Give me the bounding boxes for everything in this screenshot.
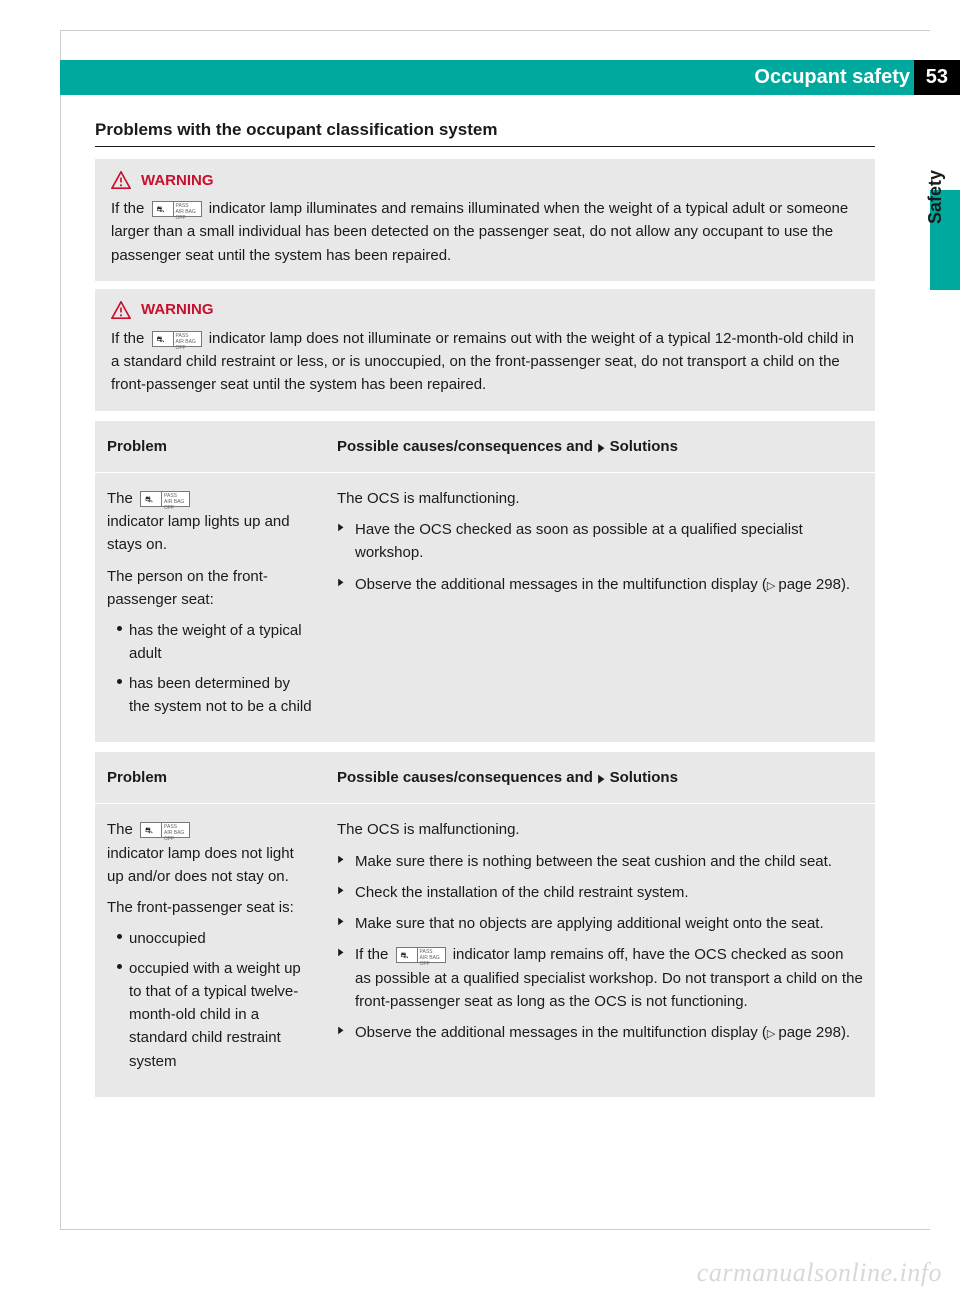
list-item: Have the OCS checked as soon as possible… — [337, 518, 863, 565]
table-header-row: Problem Possible causes/consequences and… — [95, 752, 875, 804]
action-list: Make sure there is nothing between the s… — [337, 850, 863, 1045]
header-bar: Occupant safety 53 — [60, 60, 960, 95]
troubleshoot-table: Problem Possible causes/consequences and… — [95, 421, 875, 743]
warning-box: WARNING If the ⛐PASSAIR BAG OFF indicato… — [95, 289, 875, 411]
warning-triangle-icon — [111, 171, 131, 189]
problem-cell: The ⛐PASSAIR BAG OFF indicator lamp ligh… — [95, 473, 325, 742]
list-item: Check the installation of the child rest… — [337, 881, 863, 904]
warning-label: WARNING — [141, 301, 214, 318]
problem-bullets: unoccupied occupied with a weight up to … — [107, 927, 313, 1073]
page-ref: page 298 — [767, 576, 841, 593]
page-number: 53 — [914, 60, 960, 95]
table-row: The ⛐PASSAIR BAG OFF indicator lamp does… — [95, 804, 875, 1097]
page-ref: page 298 — [767, 1024, 841, 1041]
warning-box: WARNING If the ⛐PASSAIR BAG OFF indicato… — [95, 159, 875, 281]
header-section-title: Occupant safety — [754, 66, 910, 89]
side-tab-label: Safety — [925, 170, 946, 224]
problem-bullets: has the weight of a typical adult has be… — [107, 619, 313, 718]
list-item: Observe the additional messages in the m… — [337, 573, 863, 596]
list-item: Make sure that no objects are applying a… — [337, 912, 863, 935]
section-rule — [95, 146, 875, 147]
table-header-row: Problem Possible causes/consequences and… — [95, 421, 875, 473]
troubleshoot-table: Problem Possible causes/consequences and… — [95, 752, 875, 1097]
section-title: Problems with the occupant classificatio… — [95, 120, 875, 140]
table-row: The ⛐PASSAIR BAG OFF indicator lamp ligh… — [95, 473, 875, 742]
warning-text: If the ⛐PASSAIR BAG OFF indicator lamp i… — [111, 197, 859, 267]
list-item: Observe the additional messages in the m… — [337, 1021, 863, 1044]
airbag-off-icon: ⛐PASSAIR BAG OFF — [152, 331, 202, 347]
warning-header: WARNING — [111, 301, 859, 319]
airbag-off-icon: ⛐PASSAIR BAG OFF — [152, 201, 202, 217]
list-item: has been determined by the system not to… — [117, 672, 313, 719]
header-causes: Possible causes/consequences and Solutio… — [325, 752, 875, 803]
airbag-off-icon: ⛐PASSAIR BAG OFF — [140, 491, 190, 507]
content-area: Problems with the occupant classificatio… — [95, 120, 875, 1097]
solution-cell: The OCS is malfunctioning. Make sure the… — [325, 804, 875, 1097]
list-item: If the ⛐PASSAIR BAG OFF indicator lamp r… — [337, 943, 863, 1013]
header-problem: Problem — [95, 421, 325, 472]
warning-header: WARNING — [111, 171, 859, 189]
solution-cell: The OCS is malfunctioning. Have the OCS … — [325, 473, 875, 742]
list-item: Make sure there is nothing between the s… — [337, 850, 863, 873]
warning-text: If the ⛐PASSAIR BAG OFF indicator lamp d… — [111, 327, 859, 397]
warning-label: WARNING — [141, 172, 214, 189]
watermark: carmanualsonline.info — [697, 1258, 942, 1288]
list-item: has the weight of a typical adult — [117, 619, 313, 666]
airbag-off-icon: ⛐PASSAIR BAG OFF — [396, 947, 446, 963]
list-item: occupied with a weight up to that of a t… — [117, 957, 313, 1073]
problem-cell: The ⛐PASSAIR BAG OFF indicator lamp does… — [95, 804, 325, 1097]
list-item: unoccupied — [117, 927, 313, 950]
action-list: Have the OCS checked as soon as possible… — [337, 518, 863, 596]
airbag-off-icon: ⛐PASSAIR BAG OFF — [140, 822, 190, 838]
warning-triangle-icon — [111, 301, 131, 319]
header-causes: Possible causes/consequences and Solutio… — [325, 421, 875, 472]
header-problem: Problem — [95, 752, 325, 803]
